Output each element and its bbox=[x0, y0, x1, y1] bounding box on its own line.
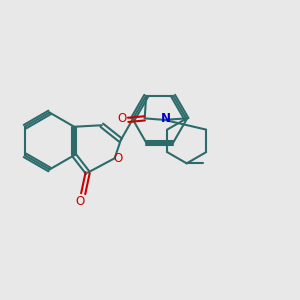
Text: O: O bbox=[113, 152, 122, 165]
Text: N: N bbox=[161, 112, 171, 125]
Text: O: O bbox=[76, 195, 85, 208]
Text: O: O bbox=[117, 112, 126, 125]
